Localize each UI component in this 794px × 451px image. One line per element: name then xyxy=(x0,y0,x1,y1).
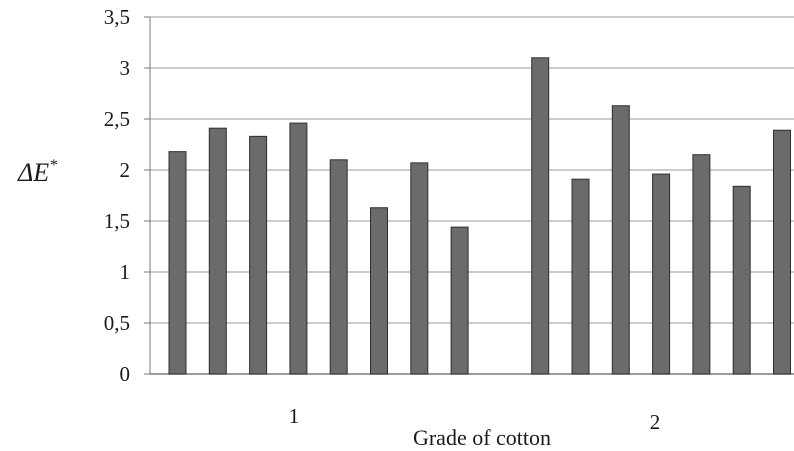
bar xyxy=(773,129,791,375)
y-tick-label: 2 xyxy=(120,158,131,182)
bars xyxy=(168,57,791,375)
y-tick-label: 1 xyxy=(120,260,131,284)
y-axis-title-main: ΔE xyxy=(17,158,49,187)
y-tick-labels: 0 0,5 1 1,5 2 2,5 3 3,5 xyxy=(104,5,130,386)
bar xyxy=(531,57,550,375)
bar xyxy=(732,185,751,375)
bar xyxy=(289,122,308,375)
y-tick-label: 1,5 xyxy=(104,209,130,233)
y-axis-title-superscript: * xyxy=(49,157,57,174)
bar xyxy=(249,135,268,375)
x-tick-label: 1 xyxy=(289,404,300,428)
y-tick-label: 2,5 xyxy=(104,107,130,131)
bar xyxy=(450,226,469,375)
bar xyxy=(652,173,671,375)
bar xyxy=(208,127,227,375)
bar xyxy=(168,151,187,375)
y-axis-title: ΔE* xyxy=(17,157,57,187)
bar xyxy=(571,178,590,375)
bar xyxy=(692,154,711,375)
bar xyxy=(410,162,429,375)
bar xyxy=(611,105,630,375)
x-tick-label: 2 xyxy=(650,410,661,434)
bar xyxy=(370,207,388,375)
y-tick-label: 3,5 xyxy=(104,5,130,29)
y-tick-label: 0,5 xyxy=(104,311,130,335)
x-axis-title: Grade of cotton xyxy=(413,425,551,450)
y-tick-label: 0 xyxy=(120,362,131,386)
y-tick-label: 3 xyxy=(120,56,131,80)
bar xyxy=(329,159,348,375)
